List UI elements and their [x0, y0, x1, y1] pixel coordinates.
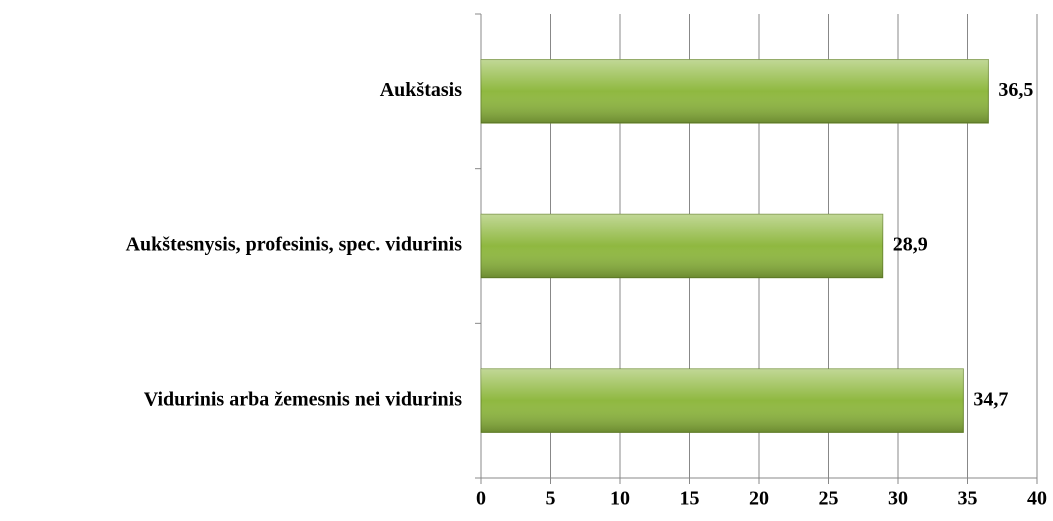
- y-tick-label: Aukštesnysis, profesinis, spec. vidurini…: [126, 234, 463, 256]
- x-tick-label: 35: [958, 488, 978, 510]
- x-tick-label: 10: [610, 488, 630, 510]
- x-tick-label: 25: [819, 488, 839, 510]
- y-tick-label: Aukštasis: [380, 79, 462, 101]
- value-label: 36,5: [998, 79, 1033, 101]
- x-tick-label: 20: [749, 488, 769, 510]
- x-tick-label: 15: [680, 488, 700, 510]
- x-tick-label: 5: [546, 488, 556, 510]
- value-label: 34,7: [973, 388, 1008, 410]
- x-tick-label: 0: [476, 488, 486, 510]
- y-tick-label: Vidurinis arba žemesnis nei vidurinis: [144, 388, 462, 410]
- x-tick-label: 30: [888, 488, 908, 510]
- bar-shade: [481, 368, 964, 433]
- bar-shade: [481, 59, 989, 124]
- value-label: 28,9: [893, 234, 928, 256]
- bar-shade: [481, 214, 883, 278]
- x-tick-label: 40: [1027, 488, 1047, 510]
